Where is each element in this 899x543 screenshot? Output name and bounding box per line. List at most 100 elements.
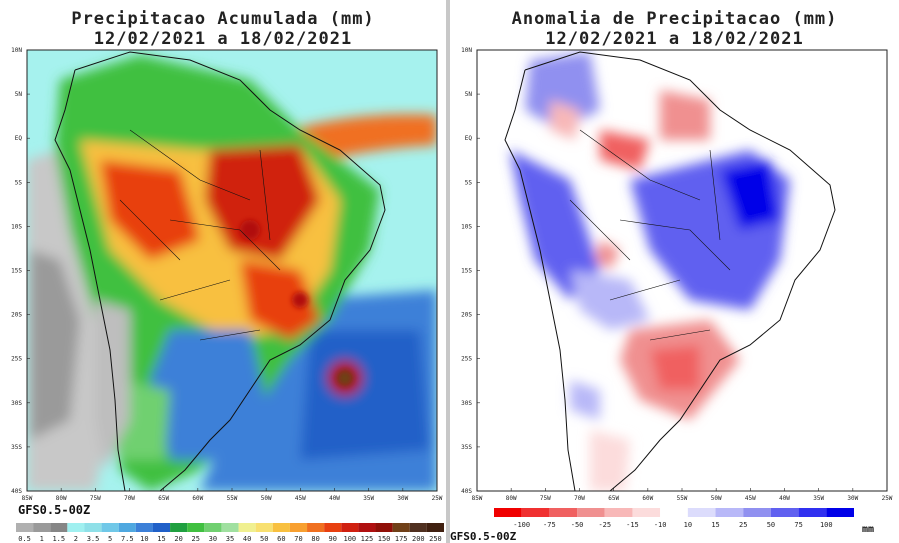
colorbar-label: 15 <box>157 535 165 543</box>
colorbar-label: 10 <box>140 535 148 543</box>
latitude-label: 25S <box>11 356 22 363</box>
latitude-label: 40S <box>11 488 22 495</box>
left-model-label: GFS0.5-00Z <box>18 503 91 517</box>
longitude-label: 25W <box>432 495 443 502</box>
left-subtitle: 12/02/2021 a 18/02/2021 <box>93 29 353 49</box>
colorbar-swatch <box>272 523 290 532</box>
colorbar-label: 0.5 <box>18 535 31 543</box>
colorbar-swatch <box>118 523 136 532</box>
colorbar-label: 90 <box>329 535 337 543</box>
longitude-label: 75W <box>540 495 551 502</box>
colorbar-swatch <box>135 523 153 532</box>
colorbar-swatch <box>632 508 661 517</box>
left-colorbar: 0.5 1 1.5 2 3.5 5 7.5 10 15 20 25 30 35 40 50 60 70 80 90 1… <box>16 523 444 543</box>
colorbar-label: 100 <box>344 535 357 543</box>
latitude-label: 40S <box>461 488 472 495</box>
colorbar-label: 250 <box>429 535 442 543</box>
colorbar-swatch <box>409 523 427 532</box>
colorbar-label: 100 <box>820 521 833 529</box>
right-title: Anomalia de Precipitacao (mm) <box>511 9 838 29</box>
colorbar-label: 15 <box>711 521 719 529</box>
colorbar-label: 80 <box>311 535 319 543</box>
colorbar-label: 10 <box>684 521 692 529</box>
colorbar-label: 60 <box>277 535 285 543</box>
longitude-label: 65W <box>608 495 619 502</box>
longitude-label: 60W <box>642 495 653 502</box>
right-colorbar: -100 -75 -50 -25 -15 -10 10 15 25 50 75 100 <box>494 508 854 529</box>
latitude-label: 35S <box>11 444 22 451</box>
longitude-label: 80W <box>506 495 517 502</box>
colorbar-swatch <box>577 508 605 517</box>
colorbar-label: 1.5 <box>52 535 65 543</box>
colorbar-swatch <box>426 523 444 532</box>
colorbar-swatch <box>238 523 256 532</box>
colorbar-swatch <box>341 523 359 532</box>
colorbar-label: 150 <box>378 535 391 543</box>
colorbar-swatch <box>255 523 273 532</box>
left-longitude-axis: 85W 80W 75W 70W 65W 60W 55W 50W 45W 40W 35W 30W 25W <box>22 488 443 502</box>
colorbar-label: 175 <box>395 535 408 543</box>
right-longitude-axis: 85W 80W 75W 70W 65W 60W 55W 50W 45W 40W 35W 30W 25W <box>472 488 893 502</box>
colorbar-label: 50 <box>767 521 775 529</box>
latitude-label: 5S <box>15 179 23 186</box>
colorbar-label: 25 <box>739 521 747 529</box>
right-model-label: GFS0.5-00Z <box>450 530 517 543</box>
colorbar-swatch <box>67 523 85 532</box>
latitude-label: 10S <box>461 223 472 230</box>
latitude-label: 10N <box>461 47 472 54</box>
latitude-label: 15S <box>11 268 22 275</box>
colorbar-swatch <box>289 523 308 532</box>
longitude-label: 85W <box>22 495 33 502</box>
colorbar-swatch <box>221 523 239 532</box>
accumulated-precipitation-map: 10N 5N EQ 5S 10S 15S 20S 25S 30S 35S 40S 85W 80W 75W… <box>11 47 443 502</box>
longitude-label: 35W <box>813 495 824 502</box>
latitude-label: 35S <box>461 444 472 451</box>
colorbar-label: -50 <box>571 521 584 529</box>
colorbar-label: 35 <box>226 535 234 543</box>
colorbar-swatch <box>50 523 68 532</box>
colorbar-label: 75 <box>794 521 802 529</box>
colorbar-label: 70 <box>294 535 302 543</box>
colorbar-swatch <box>187 523 205 532</box>
latitude-label: 5S <box>465 179 473 186</box>
colorbar-swatch <box>33 523 51 532</box>
longitude-label: 65W <box>158 495 169 502</box>
longitude-label: 25W <box>882 495 893 502</box>
colorbar-label: -75 <box>543 521 556 529</box>
longitude-label: 40W <box>779 495 790 502</box>
latitude-label: 30S <box>461 400 472 407</box>
left-title: Precipitacao Acumulada (mm) <box>71 9 375 29</box>
colorbar-label: 200 <box>412 535 425 543</box>
colorbar-swatch <box>826 508 854 517</box>
colorbar-swatch <box>743 508 771 517</box>
latitude-label: 30S <box>11 400 22 407</box>
right-unit-label: mm <box>862 524 875 535</box>
colorbar-label: -10 <box>654 521 667 529</box>
latitude-label: 10N <box>11 47 22 54</box>
longitude-label: 35W <box>363 495 374 502</box>
latitude-label: 10S <box>11 223 22 230</box>
colorbar-label: 125 <box>361 535 374 543</box>
longitude-label: 70W <box>124 495 135 502</box>
colorbar-swatch <box>549 508 578 517</box>
colorbar-swatch <box>16 523 34 532</box>
latitude-label: EQ <box>465 135 473 142</box>
longitude-label: 30W <box>847 495 858 502</box>
colorbar-swatch <box>375 523 393 532</box>
longitude-label: 45W <box>745 495 756 502</box>
colorbar-swatch <box>204 523 222 532</box>
colorbar-swatch <box>84 523 102 532</box>
latitude-label: 5N <box>465 91 473 98</box>
colorbar-label: -100 <box>513 521 530 529</box>
colorbar-swatch <box>358 523 376 532</box>
latitude-label: 20S <box>461 312 472 319</box>
colorbar-label: 50 <box>260 535 268 543</box>
longitude-label: 45W <box>295 495 306 502</box>
latitude-label: EQ <box>15 135 23 142</box>
colorbar-swatch <box>494 508 522 517</box>
latitude-label: 25S <box>461 356 472 363</box>
colorbar-swatch <box>798 508 827 517</box>
longitude-label: 50W <box>711 495 722 502</box>
colorbar-swatch <box>660 508 688 517</box>
colorbar-label: -25 <box>598 521 611 529</box>
